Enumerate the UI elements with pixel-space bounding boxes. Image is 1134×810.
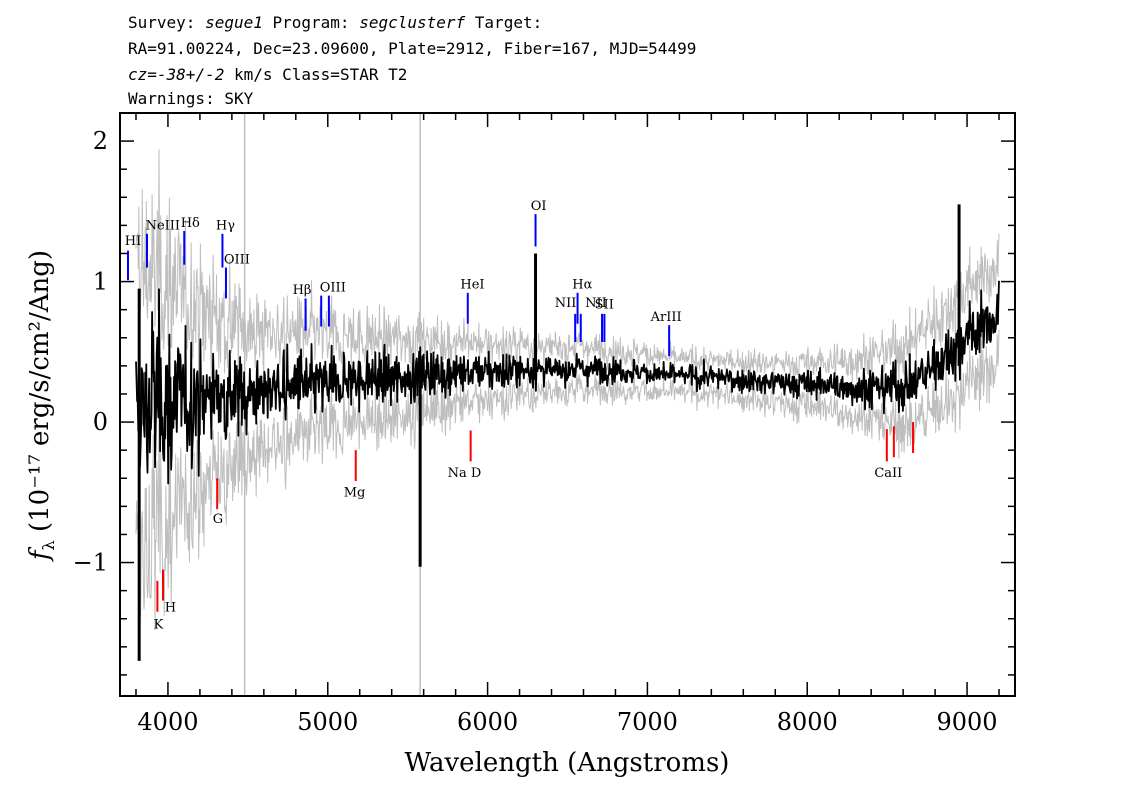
line-label-9: NII <box>555 296 577 311</box>
line-label-0: HI <box>125 234 141 249</box>
line-label-12: SII <box>595 297 614 312</box>
line-label-1: NeIII <box>146 219 180 234</box>
x-tick-label-5000: 5000 <box>297 708 358 736</box>
x-tick-label-4000: 4000 <box>137 708 198 736</box>
error-lower-line <box>135 329 1000 631</box>
line-label-19: CaII <box>874 466 902 481</box>
x-tick-label-8000: 8000 <box>777 708 838 736</box>
line-label-8: OI <box>531 199 547 214</box>
line-label-11: NII <box>585 296 607 311</box>
line-label-3: Hγ <box>216 219 235 234</box>
line-label-18: Na D <box>448 466 482 481</box>
x-tick-label-7000: 7000 <box>617 708 678 736</box>
x-axis-title: Wavelength (Angstroms) <box>405 748 730 778</box>
axes: 4000 5000 6000 7000 8000 9000 −1 0 1 2 <box>73 112 1016 736</box>
flux-line <box>135 280 1000 485</box>
plot-frame <box>119 112 1016 697</box>
line-label-7: HeI <box>460 278 484 293</box>
line-label-5: Hβ <box>293 283 312 298</box>
y-tick-label-0: 0 <box>93 408 108 436</box>
y-tick-label-2: 2 <box>93 127 108 155</box>
line-label-15: H <box>165 601 176 616</box>
header-line-3: cz=-38+/-2 km/s Class=STAR T2 <box>128 65 407 84</box>
line-label-4: OIII <box>224 252 250 267</box>
line-label-14: K <box>154 618 164 633</box>
y-tick-label-1: 1 <box>93 268 108 296</box>
x-tick-label-9000: 9000 <box>937 708 998 736</box>
x-tick-label-6000: 6000 <box>457 708 518 736</box>
header-line-4: Warnings: SKY <box>128 89 254 108</box>
header-line-1: Survey: segue1 Program: segclusterf Targ… <box>128 13 542 32</box>
line-label-13: ArIII <box>650 310 682 325</box>
error-upper-line <box>135 149 1000 389</box>
header-line-2: RA=91.00224, Dec=23.09600, Plate=2912, F… <box>128 39 696 58</box>
line-label-16: G <box>213 512 223 527</box>
line-label-10: Hα <box>572 278 592 293</box>
line-label-6: OIII <box>320 280 346 295</box>
line-label-2: Hδ <box>181 216 200 231</box>
y-axis-title: fλ (10⁻¹⁷ erg/s/cm²/Ang) <box>25 250 58 562</box>
y-tick-label--1: −1 <box>73 549 108 577</box>
plot-area <box>126 113 1000 696</box>
line-label-17: Mg <box>344 486 366 501</box>
